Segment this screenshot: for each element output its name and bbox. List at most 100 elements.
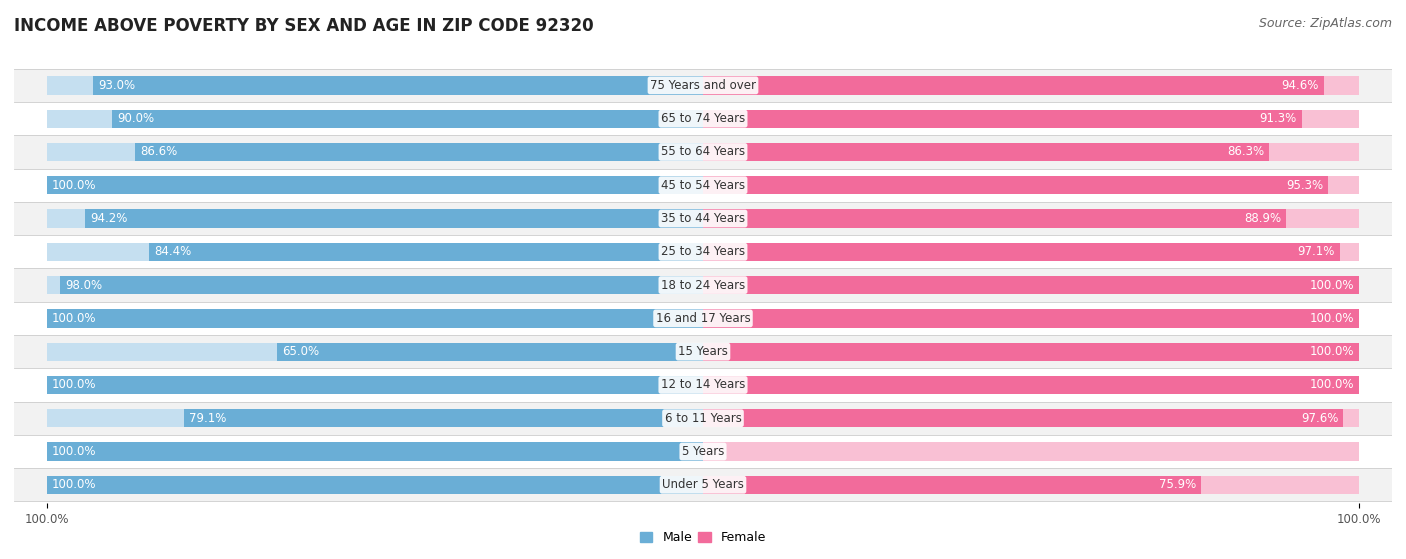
Bar [46,110,703,128]
Bar [93,76,703,94]
Bar [703,376,1360,394]
Bar [703,243,1360,261]
Bar [703,276,1360,294]
Bar [703,210,1360,228]
Bar [703,176,1360,195]
Bar [703,409,1343,428]
Bar [703,476,1201,494]
Bar [46,309,703,328]
Bar [46,409,703,428]
Bar [0,468,1406,501]
Bar [46,309,703,328]
Bar [0,401,1406,435]
Bar [703,343,1360,361]
Legend: Male, Female: Male, Female [636,526,770,549]
Bar [703,143,1270,161]
Text: 100.0%: 100.0% [1309,312,1354,325]
Bar [703,110,1302,128]
Bar [0,335,1406,368]
Bar [703,76,1323,94]
Text: 88.9%: 88.9% [1244,212,1281,225]
Bar [46,210,703,228]
Text: 91.3%: 91.3% [1260,112,1296,125]
Bar [149,243,703,261]
Text: 35 to 44 Years: 35 to 44 Years [661,212,745,225]
Bar [46,376,703,394]
Bar [0,235,1406,268]
Text: 25 to 34 Years: 25 to 34 Years [661,245,745,258]
Bar [0,268,1406,302]
Text: 86.6%: 86.6% [141,145,177,158]
Text: 65 to 74 Years: 65 to 74 Years [661,112,745,125]
Text: Source: ZipAtlas.com: Source: ZipAtlas.com [1258,17,1392,30]
Bar [0,102,1406,135]
Text: 79.1%: 79.1% [190,412,226,425]
Text: 100.0%: 100.0% [1309,345,1354,358]
Bar [60,276,703,294]
Bar [703,442,1360,461]
Text: 84.4%: 84.4% [155,245,191,258]
Text: 18 to 24 Years: 18 to 24 Years [661,278,745,292]
Bar [703,376,1360,394]
Text: 97.6%: 97.6% [1301,412,1339,425]
Bar [46,476,703,494]
Text: 5 Years: 5 Years [682,445,724,458]
Bar [0,202,1406,235]
Text: 45 to 54 Years: 45 to 54 Years [661,179,745,192]
Text: 94.2%: 94.2% [90,212,128,225]
Bar [46,76,703,94]
Bar [46,343,703,361]
Bar [703,243,1340,261]
Text: 97.1%: 97.1% [1298,245,1334,258]
Bar [703,476,1360,494]
Bar [0,368,1406,401]
Text: 12 to 14 Years: 12 to 14 Years [661,378,745,391]
Bar [84,210,703,228]
Bar [277,343,703,361]
Bar [46,376,703,394]
Text: 100.0%: 100.0% [1309,378,1354,391]
Text: 75.9%: 75.9% [1159,479,1195,491]
Text: 100.0%: 100.0% [52,479,97,491]
Bar [703,210,1286,228]
Bar [703,176,1329,195]
Bar [112,110,703,128]
Text: 94.6%: 94.6% [1281,79,1319,92]
Bar [46,143,703,161]
Bar [46,176,703,195]
Text: 86.3%: 86.3% [1227,145,1264,158]
Bar [0,135,1406,169]
Bar [46,276,703,294]
Bar [703,309,1360,328]
Bar [46,243,703,261]
Bar [703,76,1360,94]
Bar [703,143,1360,161]
Bar [0,169,1406,202]
Text: 65.0%: 65.0% [281,345,319,358]
Bar [46,176,703,195]
Text: 16 and 17 Years: 16 and 17 Years [655,312,751,325]
Bar [135,143,703,161]
Text: 100.0%: 100.0% [52,179,97,192]
Text: Under 5 Years: Under 5 Years [662,479,744,491]
Bar [703,309,1360,328]
Bar [184,409,703,428]
Text: 100.0%: 100.0% [1309,278,1354,292]
Text: 90.0%: 90.0% [118,112,155,125]
Text: 6 to 11 Years: 6 to 11 Years [665,412,741,425]
Bar [0,302,1406,335]
Bar [703,343,1360,361]
Text: 100.0%: 100.0% [52,378,97,391]
Bar [46,442,703,461]
Bar [46,476,703,494]
Bar [46,442,703,461]
Bar [0,435,1406,468]
Text: 95.3%: 95.3% [1286,179,1323,192]
Text: 75 Years and over: 75 Years and over [650,79,756,92]
Text: 93.0%: 93.0% [98,79,135,92]
Text: 15 Years: 15 Years [678,345,728,358]
Bar [0,69,1406,102]
Text: 98.0%: 98.0% [65,278,103,292]
Text: INCOME ABOVE POVERTY BY SEX AND AGE IN ZIP CODE 92320: INCOME ABOVE POVERTY BY SEX AND AGE IN Z… [14,17,593,35]
Bar [703,276,1360,294]
